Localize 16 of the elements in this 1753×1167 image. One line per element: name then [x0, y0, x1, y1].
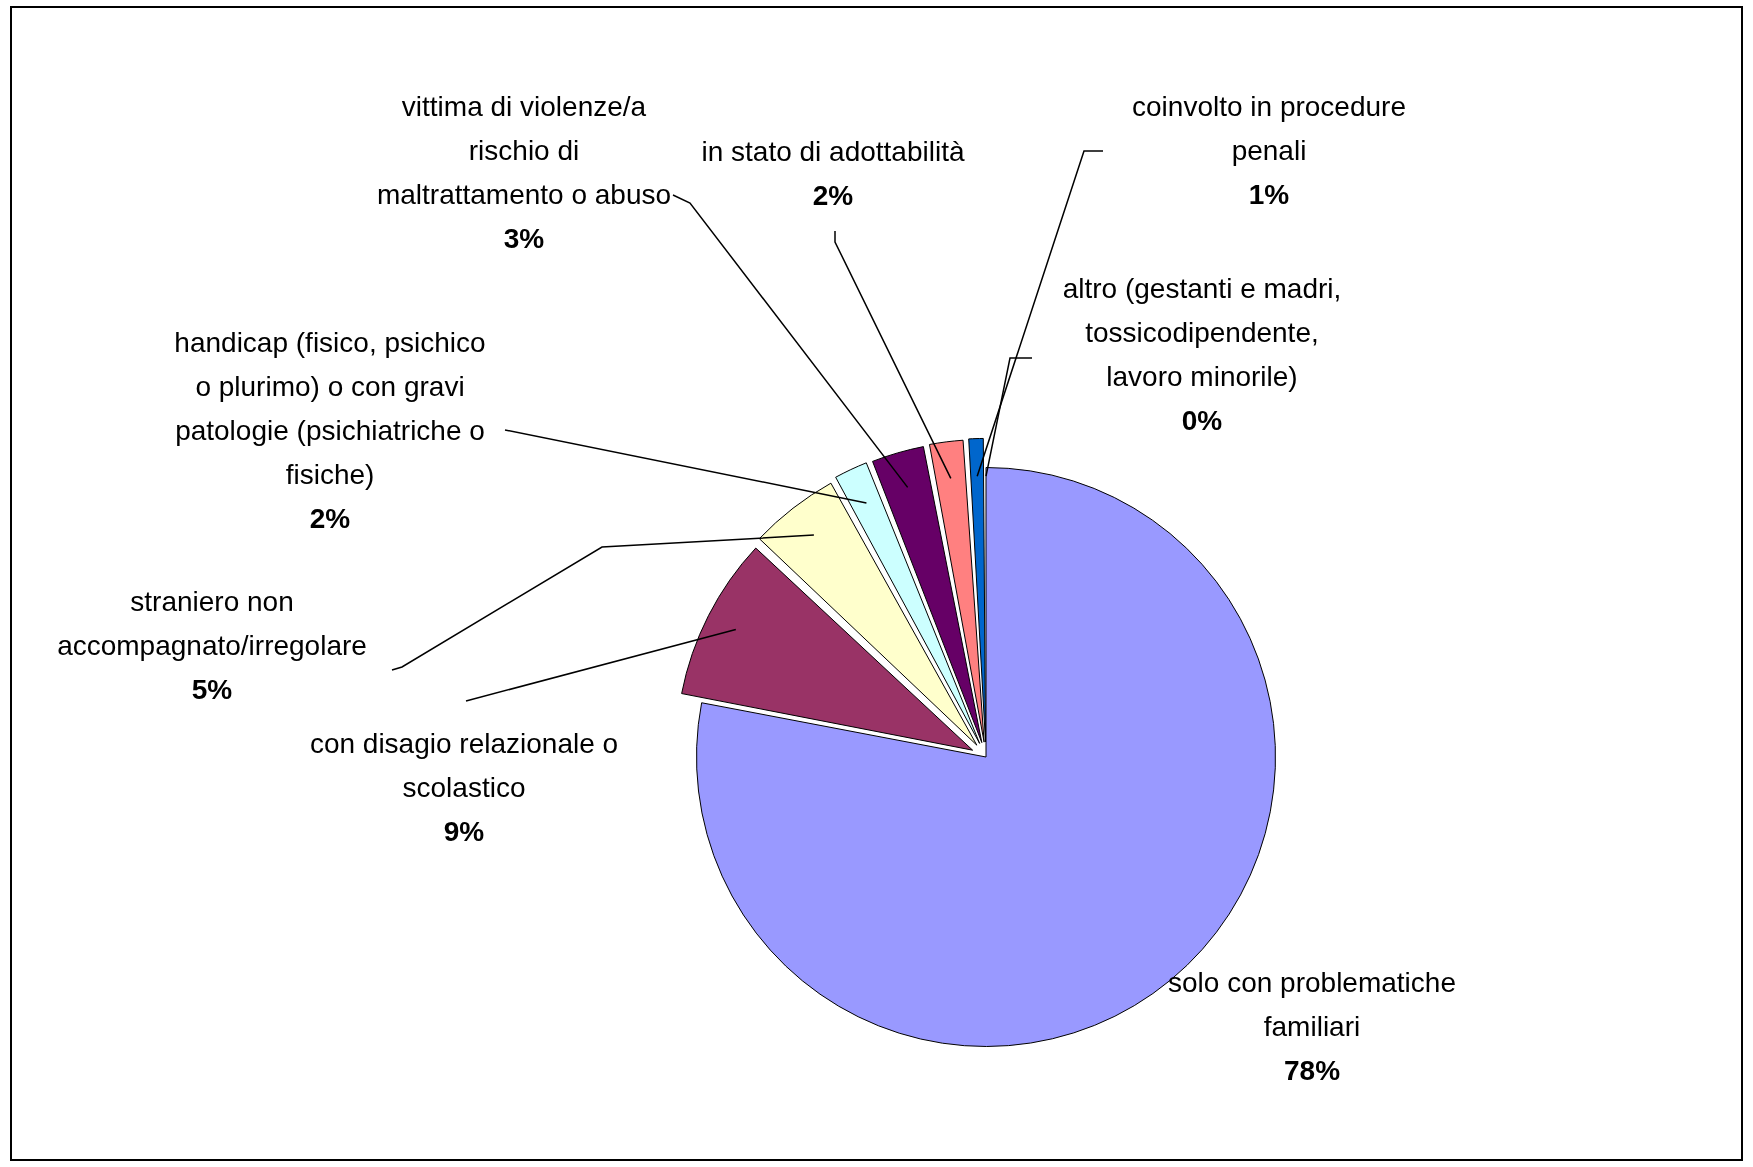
- data-label: 3%: [503, 222, 545, 254]
- category-label: altro (gestanti e madri, tossicodipendente, lavoro minorile): [1062, 272, 1342, 392]
- slice-label: coinvolto in procedure penali: [1132, 90, 1406, 166]
- slice-label: handicap (fisico, psichico o plurimo) o con gravi patologie (psichiatriche o fisiche): [174, 326, 486, 490]
- data-label: 2%: [309, 502, 351, 534]
- slice-label: in stato di adottabilità: [701, 135, 965, 167]
- data-label: 78%: [1283, 1054, 1341, 1086]
- slice-label: straniero non accompagnato/irregolare: [57, 585, 367, 661]
- slice-label: vittima di violenze/a rischio di maltrattamento o abuso: [376, 90, 672, 210]
- slice-label: solo con problematiche familiari: [1168, 966, 1456, 1042]
- data-label: 9%: [443, 815, 485, 847]
- text: 0%: [1181, 404, 1223, 436]
- data-label: 2%: [812, 179, 854, 211]
- data-label: 1%: [1248, 178, 1290, 210]
- slice-label: con disagio relazionale o scolastico: [309, 727, 619, 803]
- data-label: 5%: [191, 673, 233, 705]
